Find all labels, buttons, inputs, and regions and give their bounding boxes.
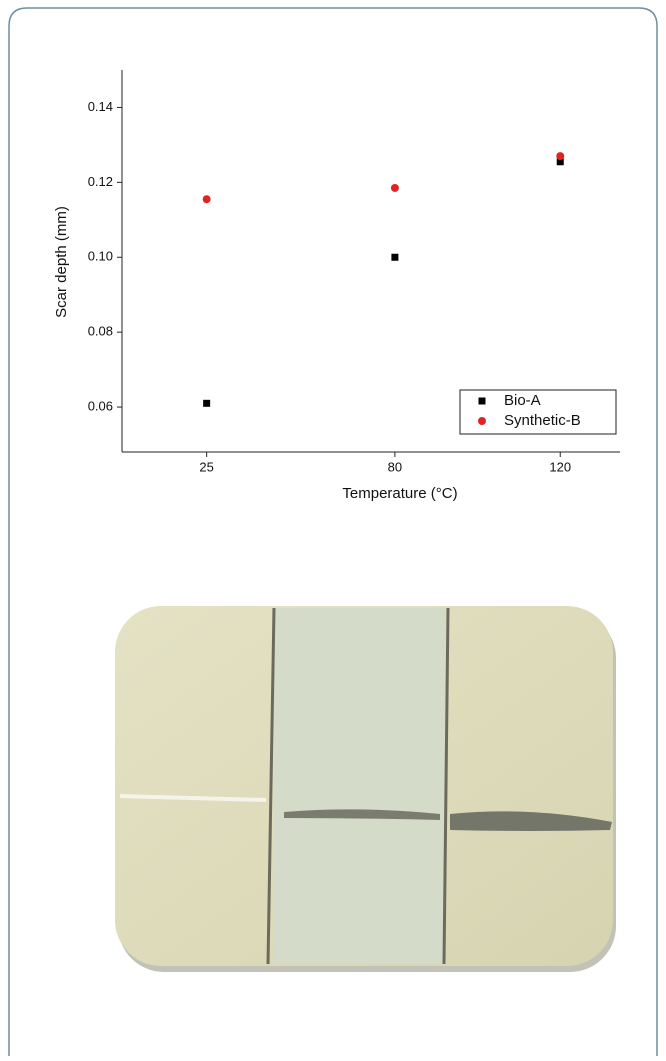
groove bbox=[442, 607, 450, 965]
y-tick-label: 0.08 bbox=[88, 324, 113, 339]
x-tick-label: 80 bbox=[388, 459, 402, 474]
y-tick-label: 0.12 bbox=[88, 174, 113, 189]
scar-track bbox=[284, 809, 440, 820]
data-point bbox=[556, 158, 564, 166]
y-tick-label: 0.14 bbox=[88, 99, 113, 114]
groove bbox=[266, 607, 276, 965]
legend-marker bbox=[478, 397, 486, 405]
legend-marker bbox=[478, 417, 486, 425]
scar-track bbox=[119, 794, 267, 802]
legend-label: Synthetic-B bbox=[504, 412, 581, 429]
legend-box bbox=[459, 389, 617, 435]
legend-label: Bio-A bbox=[504, 392, 541, 409]
scar-track bbox=[450, 811, 612, 831]
y-tick-label: 0.10 bbox=[88, 249, 113, 264]
data-point bbox=[203, 399, 211, 407]
x-tick-label: 25 bbox=[199, 459, 213, 474]
specimen-photo bbox=[115, 606, 616, 972]
middle-panel bbox=[274, 608, 446, 964]
data-point bbox=[202, 195, 211, 204]
panel-border bbox=[8, 7, 658, 1056]
x-axis-label: Temperature (°C) bbox=[342, 485, 457, 502]
x-tick-label: 120 bbox=[549, 459, 571, 474]
y-axis-label: Scar depth (mm) bbox=[53, 206, 70, 318]
data-point bbox=[556, 152, 565, 161]
data-point bbox=[391, 253, 399, 261]
y-tick-label: 0.06 bbox=[88, 398, 113, 413]
data-point bbox=[390, 183, 399, 192]
